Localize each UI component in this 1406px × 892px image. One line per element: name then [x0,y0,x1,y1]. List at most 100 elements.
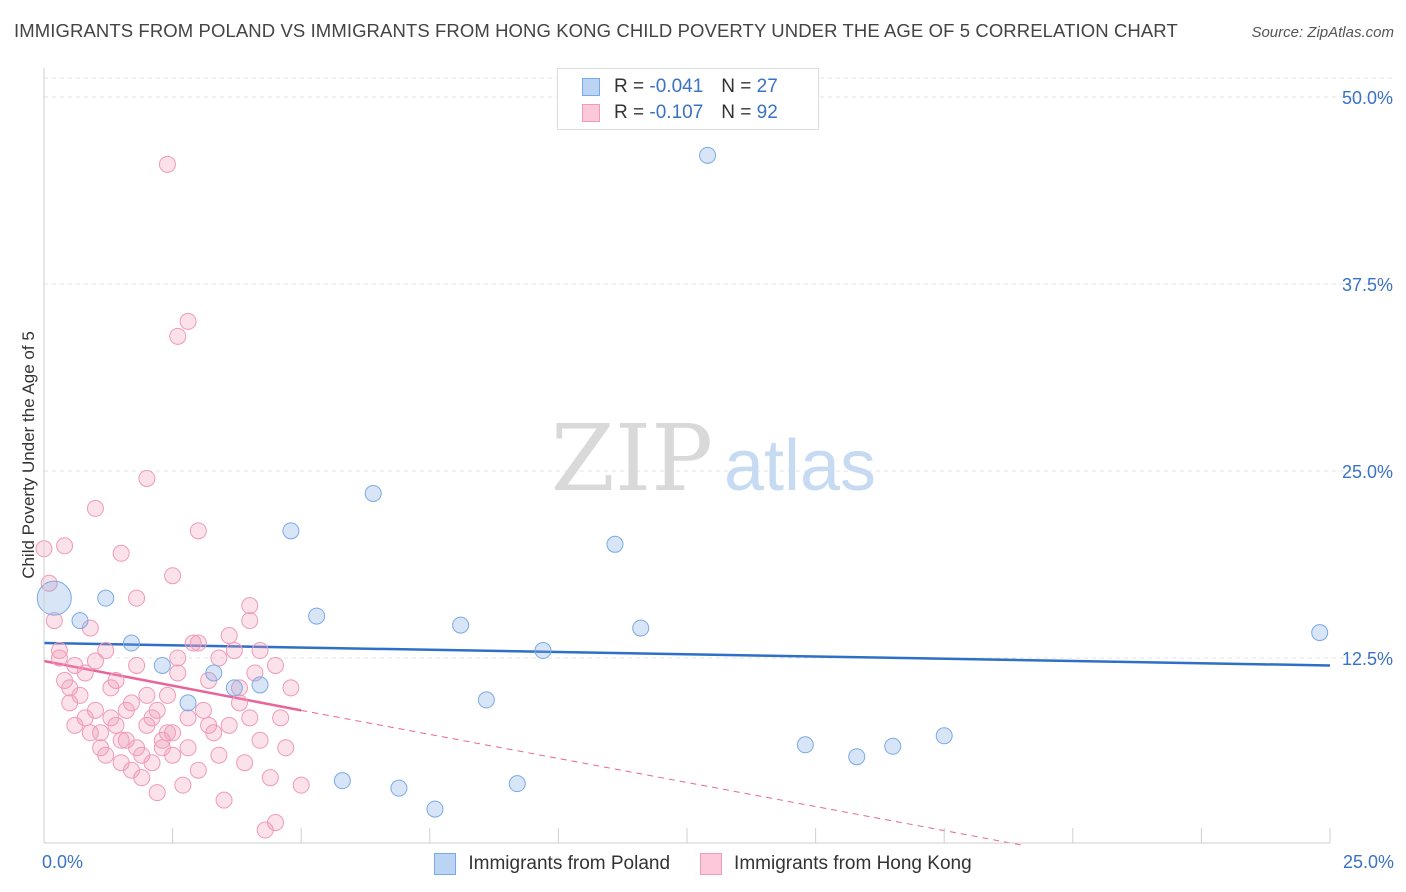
hongkong-point [128,656,146,674]
hongkong-point [169,664,187,682]
hongkong-point [50,649,68,667]
poland-point [426,800,444,818]
hongkong-point [261,769,279,787]
hongkong-point [282,679,300,697]
hongkong-points [35,155,310,839]
hongkong-point [158,686,176,704]
hongkong-point [230,694,248,712]
hongkong-point [200,716,218,734]
poland-point [179,694,197,712]
poland-point [632,619,650,637]
poland-point [282,522,300,540]
hongkong-point [86,499,104,517]
y-tick-label: 50.0% [1342,88,1393,108]
chart-title: IMMIGRANTS FROM POLAND VS IMMIGRANTS FRO… [14,20,1178,41]
poland-point [364,484,382,502]
correlation-legend: R = -0.041 N = 27 R = -0.107 N = 92 [557,68,819,130]
poland-trend-line [43,641,1331,667]
poland-legend-swatch [434,853,457,875]
hongkong-point [184,634,202,652]
x-tick-label-min: 0.0% [42,852,84,872]
hongkong-point [81,724,99,742]
legend-item-hongkong[interactable]: Immigrants from Hong Kong [700,853,972,875]
hongkong-point [169,649,187,667]
axes [43,68,1331,844]
poland-point [848,748,866,766]
legend-label-hongkong: Immigrants from Hong Kong [734,853,972,874]
poland-point [606,535,624,553]
hongkong-point [45,612,63,630]
hongkong-point [179,312,197,330]
hongkong-point [158,155,176,173]
y-tick-labels: 12.5% 25.0% 37.5% 50.0% [1342,88,1393,669]
hongkong-point [241,612,259,630]
r-value: -0.041 [649,76,704,97]
watermark: ZIP atlas [551,405,876,512]
hongkong-point [158,724,176,742]
hongkong-point [174,776,192,794]
poland-point [477,691,495,709]
hongkong-point [164,724,182,742]
hongkong-point [153,739,171,757]
hongkong-point [210,649,228,667]
y-tick-label: 12.5% [1342,649,1393,669]
poland-swatch [582,78,600,96]
y-tick-label: 25.0% [1342,462,1393,482]
poland-point [935,727,953,745]
poland-point [71,612,89,630]
hongkong-point [112,731,130,749]
trend-lines [43,641,1331,846]
hongkong-point [148,784,166,802]
hongkong-point [179,739,197,757]
hongkong-point [133,746,151,764]
hongkong-legend-swatch [700,853,723,875]
n-value: 92 [756,102,778,123]
hongkong-point [107,671,125,689]
r-value: -0.107 [649,102,704,123]
y-tick-label: 37.5% [1342,275,1393,295]
hongkong-point [164,567,182,585]
poland-point [225,679,243,697]
poland-point [205,664,223,682]
r-label: R = [614,102,645,123]
legend-item-poland[interactable]: Immigrants from Poland [434,853,670,875]
hongkong-point [189,634,207,652]
hongkong-point [169,327,187,345]
hongkong-point [266,656,284,674]
hongkong-point [102,709,120,727]
hongkong-point [251,642,269,660]
hongkong-point [97,642,115,660]
hongkong-point [210,746,228,764]
hongkong-point [92,724,110,742]
hongkong-point [50,642,68,660]
poland-point [36,580,72,616]
watermark-zip: ZIP [551,405,713,512]
hongkong-point [194,701,212,719]
series-legend: Immigrants from Poland Immigrants from H… [0,850,1406,878]
poland-point [333,772,351,790]
hongkong-trend-extension [301,709,1022,846]
hongkong-point [61,679,79,697]
hongkong-point [236,754,254,772]
poland-point [796,736,814,754]
hongkong-swatch [582,104,600,122]
hongkong-point [215,791,233,809]
hongkong-point [86,652,104,670]
hongkong-point [86,701,104,719]
n-label: N = [721,76,752,97]
hongkong-point [128,589,146,607]
hongkong-point [251,731,269,749]
legend-label-poland: Immigrants from Poland [468,853,671,874]
hongkong-point [112,544,130,562]
x-tick-label-max: 25.0% [1342,852,1394,872]
hongkong-point [92,739,110,757]
hongkong-point [122,761,140,779]
hongkong-point [241,709,259,727]
hongkong-point [241,597,259,615]
hongkong-point [76,664,94,682]
poland-point [153,656,171,674]
hongkong-point [66,716,84,734]
poland-point [452,616,470,634]
n-label: N = [721,102,752,123]
